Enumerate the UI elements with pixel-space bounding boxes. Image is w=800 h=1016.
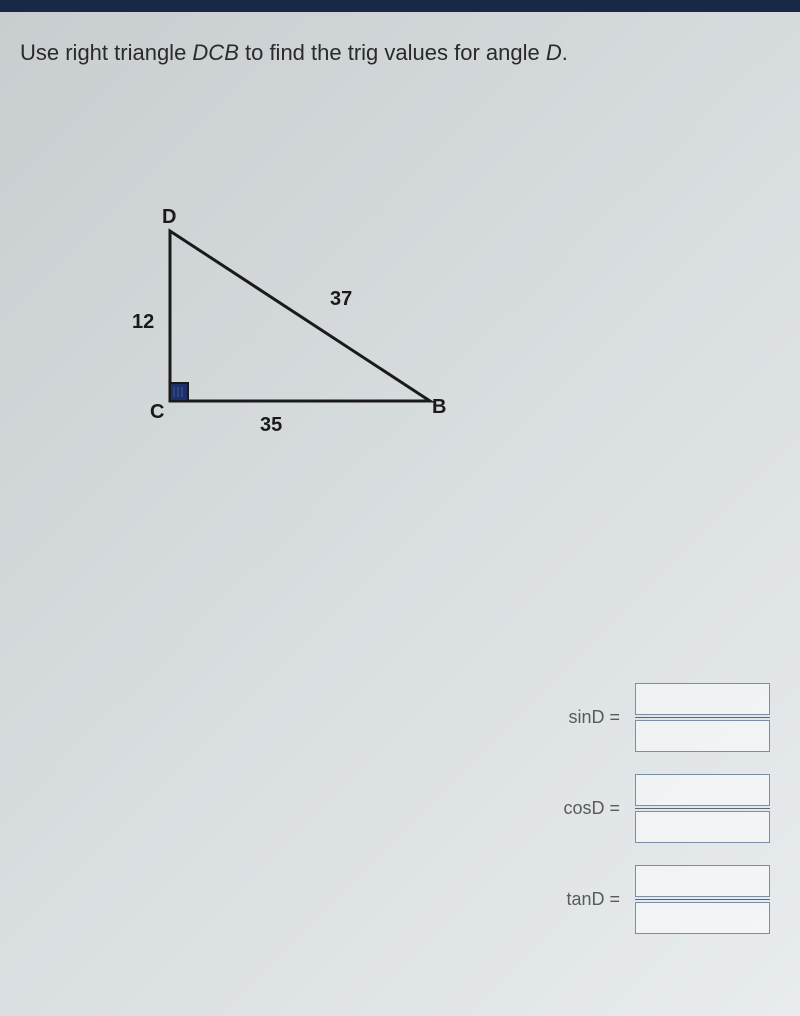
- window-top-bar: [0, 0, 800, 12]
- side-DB-label: 37: [330, 288, 352, 311]
- tan-fraction-line: [635, 899, 770, 900]
- problem-instruction: Use right triangle DCB to find the trig …: [20, 40, 780, 66]
- cos-fraction-line: [635, 808, 770, 809]
- side-CB-label: 35: [260, 414, 282, 437]
- tan-row: tanD =: [480, 865, 770, 934]
- sin-row: sinD =: [480, 683, 770, 752]
- triangle-svg: [120, 216, 480, 436]
- tan-fraction: [635, 865, 770, 934]
- side-DC-label: 12: [132, 311, 154, 334]
- instruction-prefix: Use right triangle: [20, 40, 192, 65]
- cos-numerator-input[interactable]: [635, 774, 770, 806]
- sin-denominator-input[interactable]: [635, 720, 770, 752]
- answer-section: sinD = cosD = tanD =: [480, 683, 770, 956]
- instruction-suffix: .: [562, 40, 568, 65]
- vertex-D: D: [162, 206, 176, 229]
- tan-denominator-input[interactable]: [635, 902, 770, 934]
- cos-fraction: [635, 774, 770, 843]
- sin-fraction-line: [635, 717, 770, 718]
- content-area: Use right triangle DCB to find the trig …: [0, 12, 800, 714]
- triangle-name: DCB: [192, 40, 238, 65]
- tan-numerator-input[interactable]: [635, 865, 770, 897]
- triangle-shape: [170, 231, 430, 401]
- sin-numerator-input[interactable]: [635, 683, 770, 715]
- sin-label: sinD =: [568, 707, 620, 728]
- tan-label: tanD =: [566, 889, 620, 910]
- cos-label: cosD =: [563, 798, 620, 819]
- instruction-middle: to find the trig values for angle: [239, 40, 546, 65]
- triangle-diagram: D C B 12 35 37: [120, 216, 480, 436]
- cos-row: cosD =: [480, 774, 770, 843]
- sin-fraction: [635, 683, 770, 752]
- right-angle-marker: [170, 383, 188, 401]
- cos-denominator-input[interactable]: [635, 811, 770, 843]
- vertex-B: B: [432, 396, 446, 419]
- vertex-C: C: [150, 401, 164, 424]
- angle-name: D: [546, 40, 562, 65]
